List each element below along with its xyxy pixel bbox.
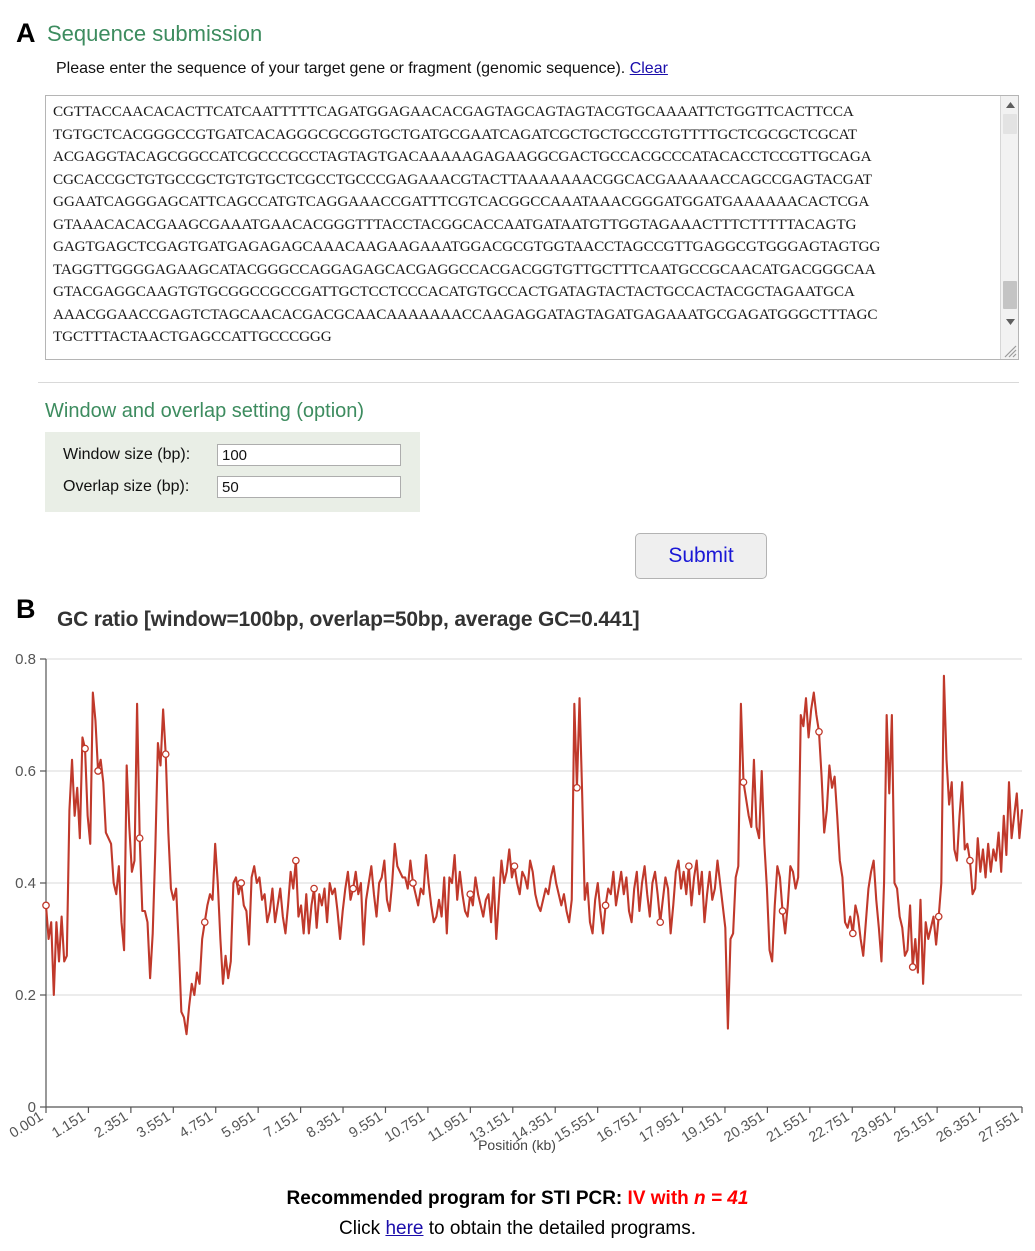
gc-ratio-line [44, 674, 1024, 1036]
recommendation-value: IV with n = 41 [628, 1188, 749, 1209]
sequence-scrollbar[interactable] [1000, 96, 1018, 359]
x-tick-label: 21.551 [764, 1109, 810, 1146]
x-tick-label: 7.151 [261, 1109, 300, 1142]
x-tick-label: 26.351 [934, 1109, 980, 1146]
data-point-marker [409, 879, 417, 887]
y-tick-label: 0.2 [15, 987, 36, 1004]
panel-b-letter: B [16, 594, 36, 624]
data-point-marker [848, 929, 857, 938]
x-tick-label: 27.551 [976, 1109, 1022, 1146]
sequence-textarea[interactable]: CGTTACCAACACACTTCATCAATTTTTCAGATGGAGAACA… [45, 95, 1019, 360]
x-tick-label: 2.351 [92, 1109, 131, 1142]
x-tick-label: 1.151 [49, 1109, 88, 1142]
data-point-marker [81, 744, 89, 753]
window-setting-title: Window and overlap setting (option) [45, 400, 365, 422]
data-point-marker [200, 918, 209, 927]
x-tick-label: 23.951 [849, 1109, 895, 1146]
data-point-marker [656, 918, 665, 927]
click-prefix: Click [339, 1218, 386, 1239]
data-point-marker [601, 901, 610, 910]
x-tick-label: 10.751 [382, 1109, 428, 1146]
scrollbar-thumb-top[interactable] [1003, 114, 1017, 134]
data-point-marker [778, 907, 787, 915]
y-tick-label: 0.8 [15, 651, 36, 668]
data-point-marker [292, 856, 300, 865]
data-point-marker [966, 856, 974, 865]
chart-svg: 0 0.2 0.4 0.6 0.8 0.001 1.151 2.351 3.551 4.751 5… [7, 651, 1024, 1153]
scroll-up-arrow[interactable] [1001, 96, 1018, 114]
window-size-input[interactable] [217, 444, 401, 466]
sequence-instruction-text: Please enter the sequence of your target… [56, 60, 626, 77]
x-axis-title: Position (kb) [478, 1137, 556, 1153]
x-tick-label: 3.551 [134, 1109, 173, 1142]
sequence-text: CGTTACCAACACACTTCATCAATTTTTCAGATGGAGAACA… [53, 103, 881, 345]
data-point-marker [908, 963, 917, 971]
data-point-marker [349, 884, 357, 893]
window-size-label: Window size (bp): [63, 446, 191, 463]
data-point-marker [510, 862, 519, 871]
x-tick-label: 19.151 [679, 1109, 725, 1146]
submit-button[interactable]: Submit [635, 533, 767, 579]
gc-ratio-markers [42, 727, 974, 971]
data-point-marker [815, 727, 823, 736]
data-point-marker [466, 890, 475, 899]
x-tick-label: 20.351 [721, 1109, 767, 1146]
recommendation-text: Recommended program for STI PCR: IV with… [0, 1188, 1035, 1210]
scroll-down-arrow[interactable] [1001, 313, 1018, 331]
x-tick-label: 16.751 [594, 1109, 640, 1146]
x-tick-label: 17.951 [637, 1109, 683, 1146]
x-tick-label: 22.751 [806, 1109, 852, 1146]
recommendation-value-text: IV with [627, 1188, 695, 1209]
click-suffix: to obtain the detailed programs. [423, 1218, 696, 1239]
x-tick-label: 8.351 [304, 1109, 343, 1142]
recommendation-value-italic: n = 41 [694, 1188, 749, 1209]
data-point-marker [237, 879, 246, 887]
overlap-size-input[interactable] [217, 476, 401, 498]
data-point-marker [42, 901, 50, 910]
here-link[interactable]: here [385, 1218, 424, 1239]
data-point-marker [94, 767, 102, 775]
y-tick-label: 0.6 [15, 763, 36, 780]
y-tick-label: 0.4 [15, 875, 36, 892]
sequence-instruction: Please enter the sequence of your target… [56, 60, 668, 78]
x-tick-label: 0.001 [7, 1109, 46, 1142]
x-tick-label: 4.751 [177, 1109, 216, 1142]
textarea-resize-grip[interactable] [1001, 342, 1017, 358]
chart-y-axis: 0 0.2 0.4 0.6 0.8 [15, 651, 47, 1116]
x-tick-label: 9.551 [346, 1109, 385, 1142]
window-size-row: Window size (bp): [63, 444, 401, 466]
recommendation-prefix: Recommended program for STI PCR: [286, 1188, 623, 1209]
data-point-marker [135, 834, 144, 843]
data-point-marker [310, 884, 318, 893]
x-tick-label: 25.151 [891, 1109, 937, 1146]
y-tick-label: 0 [28, 1099, 36, 1116]
overlap-size-label: Overlap size (bp): [63, 478, 190, 495]
gc-ratio-chart: 0 0.2 0.4 0.6 0.8 0.001 1.151 2.351 3.551 4.751 5… [0, 645, 1035, 1170]
panel-a-letter: A [16, 18, 36, 48]
data-point-marker [934, 912, 943, 921]
data-point-marker [685, 862, 693, 871]
x-tick-label: 11.951 [425, 1109, 470, 1146]
window-setting-panel: Window size (bp): Overlap size (bp): [45, 432, 420, 512]
x-tick-label: 5.951 [219, 1109, 258, 1142]
chart-title: GC ratio [window=100bp, overlap=50bp, av… [57, 608, 640, 631]
data-point-marker [161, 750, 170, 759]
clear-link[interactable]: Clear [629, 60, 668, 77]
chart-gridlines [46, 658, 1022, 1108]
data-point-marker [739, 778, 748, 787]
data-point-marker [573, 783, 581, 792]
overlap-size-row: Overlap size (bp): [63, 476, 401, 498]
x-tick-label: 15.551 [552, 1109, 598, 1146]
section-divider [38, 382, 1019, 383]
detailed-programs-line: Click here to obtain the detailed progra… [0, 1218, 1035, 1240]
scrollbar-thumb[interactable] [1003, 281, 1017, 309]
panel-a-title: Sequence submission [47, 21, 263, 46]
